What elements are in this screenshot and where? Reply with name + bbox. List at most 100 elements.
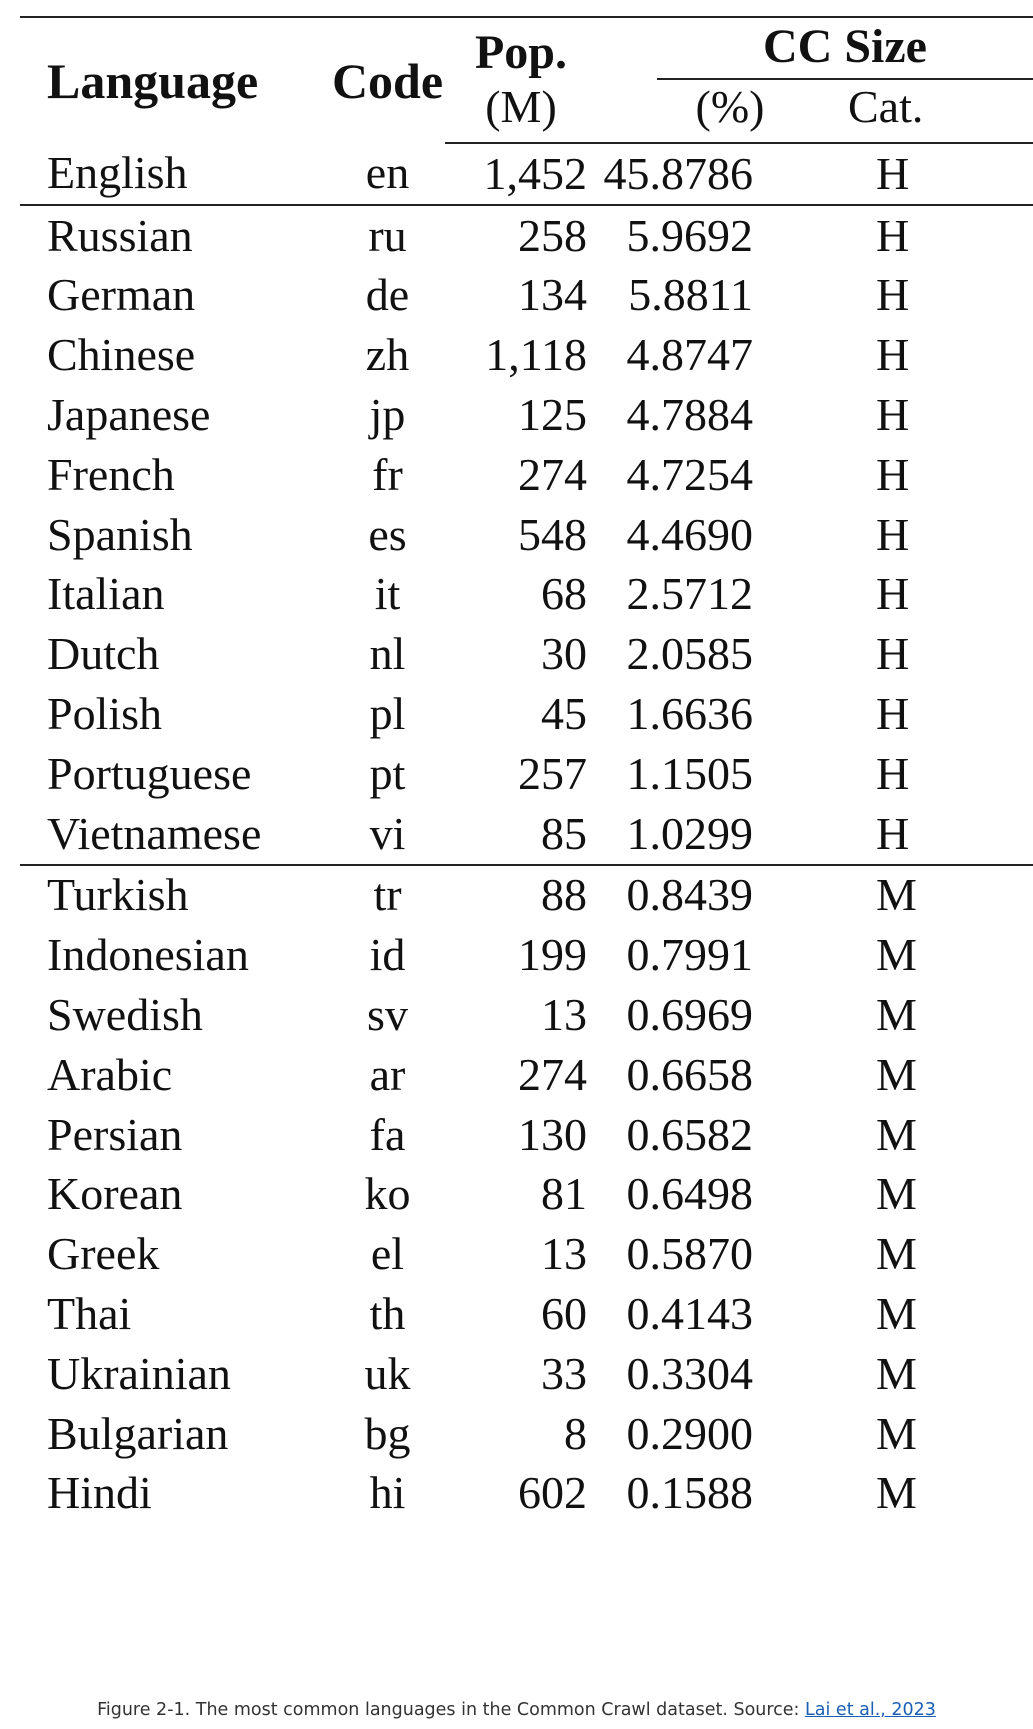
cell-language: Japanese	[47, 389, 211, 441]
cell-cc-size: 0.7991	[626, 929, 754, 981]
table-row: English en 1,452 45.8786 H	[20, 143, 1033, 206]
cell-cc-size: 4.7254	[626, 448, 754, 500]
cell-population: 60	[541, 1288, 587, 1340]
cell-category: M	[876, 1467, 917, 1519]
cell-population: 548	[518, 508, 587, 560]
language-table: Language Code Pop. CC Size (M) (%) Cat. …	[20, 16, 1033, 1523]
cell-category: H	[876, 329, 910, 381]
table-row: German de 134 5.8811 H	[20, 266, 1033, 326]
cell-category: H	[876, 747, 910, 799]
cell-category: H	[876, 209, 910, 261]
cell-category: M	[876, 989, 917, 1041]
cell-population: 30	[541, 628, 587, 680]
cell-cc-size: 5.9692	[626, 209, 754, 261]
source-link[interactable]: Lai et al., 2023	[805, 1700, 936, 1720]
table-row: Greek el 13 0.5870 M	[20, 1224, 1033, 1284]
cell-code: nl	[369, 628, 406, 680]
cell-language: Persian	[47, 1108, 183, 1160]
cell-code: ko	[364, 1168, 411, 1220]
cell-code: uk	[364, 1347, 411, 1399]
cell-code: sv	[367, 989, 408, 1041]
cell-category: H	[876, 389, 910, 441]
cell-code: zh	[365, 329, 410, 381]
cell-code: tr	[373, 869, 402, 921]
table-row: Vietnamese vi 85 1.0299 H	[20, 803, 1033, 866]
cell-population: 88	[541, 869, 587, 921]
table-row: Turkish tr 88 0.8439 M	[20, 865, 1033, 926]
cell-language: Ukrainian	[47, 1347, 231, 1399]
table-row: Russian ru 258 5.9692 H	[20, 205, 1033, 266]
cell-cc-size: 5.8811	[628, 269, 753, 321]
table-group-high: Russian ru 258 5.9692 H German de 134 5.8811 H Chi…	[20, 205, 1033, 866]
cell-language: German	[47, 269, 196, 321]
cell-cc-size: 0.6658	[626, 1048, 754, 1100]
cell-population: 274	[518, 1048, 587, 1100]
cell-population: 85	[445, 803, 587, 866]
cell-code: vi	[330, 803, 445, 866]
figure-caption: Figure 2-1. The most common languages in…	[0, 1700, 1033, 1720]
cell-code: pl	[369, 688, 406, 740]
table-group-english: English en 1,452 45.8786 H	[20, 143, 1033, 206]
header-pop-top: Pop.	[445, 16, 587, 80]
cell-population: 257	[518, 747, 587, 799]
header-cc-size: CC Size	[587, 16, 1033, 80]
table-row: Japanese jp 125 4.7884 H	[20, 385, 1033, 445]
cell-cc-size: 4.4690	[626, 508, 754, 560]
cell-cc-size: 1.0299	[587, 803, 823, 866]
cell-language: Swedish	[47, 989, 203, 1041]
cell-category: M	[876, 869, 917, 921]
cell-language: Turkish	[47, 869, 189, 921]
cell-code: el	[370, 1228, 405, 1280]
cell-population: 130	[518, 1108, 587, 1160]
cell-code: ar	[369, 1048, 406, 1100]
cell-category: H	[876, 568, 910, 620]
cell-language: French	[47, 448, 175, 500]
cell-population: 45	[541, 688, 587, 740]
cell-cc-size: 2.0585	[626, 628, 754, 680]
header-percent: (%)	[587, 80, 823, 144]
cell-code: hi	[369, 1467, 406, 1519]
cell-population: 125	[518, 389, 587, 441]
cell-language: Bulgarian	[47, 1407, 229, 1459]
cell-code: de	[365, 269, 410, 321]
cell-category: H	[876, 269, 910, 321]
header-code: Code	[330, 16, 445, 143]
cell-language: Italian	[47, 568, 165, 620]
cell-cc-size: 0.1588	[626, 1467, 754, 1519]
table-row: Italian it 68 2.5712 H	[20, 565, 1033, 625]
cell-population: 13	[541, 1228, 587, 1280]
cell-category: H	[876, 508, 910, 560]
cell-code: bg	[364, 1407, 411, 1459]
cell-language: Dutch	[47, 628, 160, 680]
cell-language: Korean	[47, 1168, 183, 1220]
cell-cc-size: 1.1505	[626, 747, 754, 799]
cell-category: M	[876, 1347, 917, 1399]
table-row: Polish pl 45 1.6636 H	[20, 684, 1033, 744]
cell-population: 274	[518, 448, 587, 500]
cell-category: H	[876, 688, 910, 740]
cell-language: Thai	[47, 1288, 132, 1340]
cell-population: 1,118	[485, 329, 587, 381]
cell-language: Indonesian	[47, 929, 249, 981]
cell-category: M	[876, 929, 917, 981]
table-header: Language Code Pop. CC Size (M) (%) Cat.	[20, 16, 1033, 144]
cell-population: 258	[518, 209, 587, 261]
table-row: French fr 274 4.7254 H	[20, 445, 1033, 505]
cell-population: 1,452	[445, 143, 587, 206]
table-row: Bulgarian bg 8 0.2900 M	[20, 1404, 1033, 1464]
cell-cc-size: 0.8439	[626, 869, 754, 921]
cell-language: Portuguese	[47, 747, 252, 799]
cell-code: jp	[369, 389, 406, 441]
language-table-container: Language Code Pop. CC Size (M) (%) Cat. …	[20, 16, 1033, 1523]
table-row: Indonesian id 199 0.7991 M	[20, 925, 1033, 985]
cell-code: es	[368, 508, 407, 560]
cell-code: id	[369, 929, 406, 981]
cell-cc-size: 1.6636	[626, 688, 754, 740]
table-row: Korean ko 81 0.6498 M	[20, 1165, 1033, 1225]
table-row: Thai th 60 0.4143 M	[20, 1284, 1033, 1344]
cell-category: H	[876, 628, 910, 680]
cell-population: 134	[518, 269, 587, 321]
cell-cc-size: 4.8747	[626, 329, 754, 381]
cell-cc-size: 0.3304	[626, 1347, 754, 1399]
cell-code: ru	[368, 209, 407, 261]
